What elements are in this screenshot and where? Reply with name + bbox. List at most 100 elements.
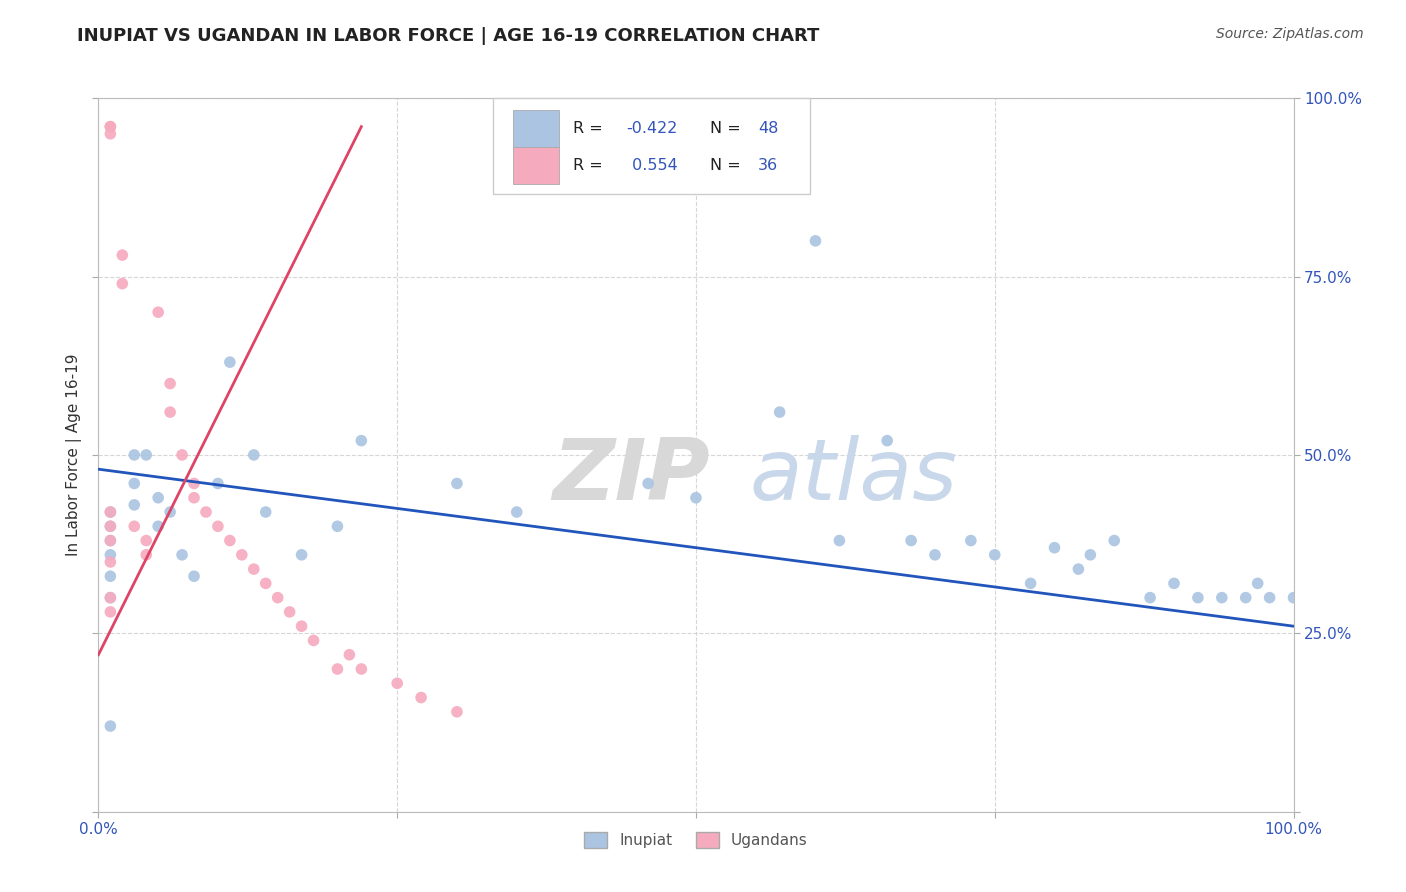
Point (98, 591, 122, 605)
Point (219, 355, 242, 369)
Text: 0.554: 0.554 (627, 159, 678, 173)
Point (172, 548, 194, 562)
Point (98, 591, 122, 605)
Point (98, 519, 122, 533)
Point (1282, 591, 1305, 605)
Point (1163, 576, 1185, 591)
Point (98, 548, 122, 562)
Text: R =: R = (572, 121, 607, 136)
Point (411, 690, 433, 705)
Point (804, 234, 827, 248)
Point (768, 405, 790, 419)
Point (183, 569, 205, 583)
Point (172, 448, 194, 462)
Point (685, 491, 707, 505)
Point (148, 491, 170, 505)
Point (924, 548, 946, 562)
Text: 36: 36 (758, 159, 779, 173)
FancyBboxPatch shape (513, 111, 558, 147)
Text: N =: N = (710, 159, 747, 173)
Point (1043, 541, 1066, 555)
Point (900, 533, 922, 548)
Point (98, 533, 122, 548)
Text: R =: R = (572, 159, 607, 173)
Point (1139, 591, 1161, 605)
Text: ZIP: ZIP (553, 434, 710, 518)
Point (1187, 591, 1209, 605)
Point (183, 476, 205, 491)
Point (1080, 548, 1102, 562)
Point (98, 555, 122, 569)
Point (326, 662, 349, 676)
Point (326, 519, 349, 533)
Point (446, 476, 468, 491)
Point (98, 120, 122, 134)
Point (124, 476, 146, 491)
Point (254, 576, 277, 591)
Point (1247, 576, 1270, 591)
Point (350, 434, 373, 448)
Point (159, 376, 181, 391)
Point (195, 505, 218, 519)
Point (267, 591, 290, 605)
Point (506, 505, 529, 519)
Text: Source: ZipAtlas.com: Source: ZipAtlas.com (1216, 27, 1364, 41)
Point (219, 533, 242, 548)
Point (98, 569, 122, 583)
Point (98, 120, 122, 134)
Point (254, 505, 277, 519)
Point (302, 633, 325, 648)
Point (148, 519, 170, 533)
Point (124, 498, 146, 512)
Point (135, 448, 157, 462)
Point (135, 548, 157, 562)
Point (876, 434, 898, 448)
Point (984, 548, 1007, 562)
Point (159, 505, 181, 519)
Point (1211, 591, 1233, 605)
Point (828, 533, 851, 548)
Point (124, 448, 146, 462)
Point (98, 533, 122, 548)
Point (98, 127, 122, 141)
Point (637, 476, 659, 491)
Point (1258, 591, 1281, 605)
Y-axis label: In Labor Force | Age 16-19: In Labor Force | Age 16-19 (66, 353, 82, 557)
Point (446, 705, 468, 719)
Point (231, 548, 253, 562)
Legend: Inupiat, Ugandans: Inupiat, Ugandans (578, 826, 814, 854)
Point (148, 305, 170, 319)
Point (98, 519, 122, 533)
Point (1067, 562, 1090, 576)
Point (207, 476, 229, 491)
Point (1234, 591, 1257, 605)
Text: -0.422: -0.422 (627, 121, 678, 136)
Point (111, 248, 134, 262)
Point (207, 519, 229, 533)
Text: atlas: atlas (749, 434, 957, 518)
Point (1104, 533, 1126, 548)
Point (183, 491, 205, 505)
Point (385, 676, 409, 690)
Point (98, 505, 122, 519)
Point (1019, 576, 1042, 591)
Point (159, 405, 181, 419)
Point (291, 548, 314, 562)
Text: 48: 48 (758, 121, 779, 136)
Text: N =: N = (710, 121, 747, 136)
Text: INUPIAT VS UGANDAN IN LABOR FORCE | AGE 16-19 CORRELATION CHART: INUPIAT VS UGANDAN IN LABOR FORCE | AGE … (77, 27, 820, 45)
Point (350, 662, 373, 676)
FancyBboxPatch shape (494, 98, 810, 194)
Point (98, 505, 122, 519)
Point (135, 533, 157, 548)
Point (243, 562, 266, 576)
FancyBboxPatch shape (513, 147, 558, 185)
Point (111, 277, 134, 291)
Point (98, 719, 122, 733)
Point (124, 519, 146, 533)
Point (291, 619, 314, 633)
Point (278, 605, 301, 619)
Point (243, 448, 266, 462)
Point (339, 648, 361, 662)
Point (960, 533, 983, 548)
